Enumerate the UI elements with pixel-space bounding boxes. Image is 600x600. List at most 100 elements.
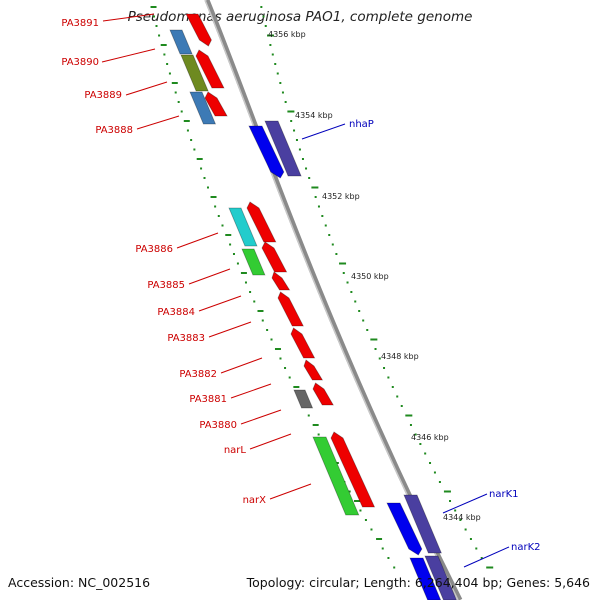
inner-tick xyxy=(257,310,264,312)
leader-line xyxy=(176,232,219,249)
inner-tick xyxy=(155,25,158,27)
gene-label-PA3890: PA3890 xyxy=(61,57,99,68)
gene-narL-feature xyxy=(330,431,376,508)
leader-line xyxy=(220,357,263,374)
outer-tick xyxy=(438,481,441,483)
outer-tick xyxy=(301,158,304,160)
outer-tick xyxy=(262,15,265,18)
inner-tick xyxy=(240,272,247,274)
inner-tick xyxy=(221,224,224,227)
gene-PA3889-feature xyxy=(189,91,217,125)
inner-tick xyxy=(174,91,177,94)
leader-line xyxy=(301,123,346,140)
outer-tick xyxy=(281,91,284,94)
gene-PA3884-feature xyxy=(271,271,291,291)
inner-tick xyxy=(206,186,209,189)
gene-PA3886-feature xyxy=(228,207,258,247)
inner-tick xyxy=(163,53,166,56)
inner-tick xyxy=(214,205,217,208)
inner-tick xyxy=(354,500,361,502)
leader-line xyxy=(188,268,231,285)
outer-tick xyxy=(387,376,390,379)
outer-scale-ticks xyxy=(260,6,494,569)
outer-tick xyxy=(358,310,361,312)
inner-tick xyxy=(381,547,384,550)
inner-tick xyxy=(210,196,217,198)
outer-tick xyxy=(396,395,399,398)
outer-tick xyxy=(276,72,279,75)
outer-tick xyxy=(419,443,422,445)
gene-narK2-feature xyxy=(409,557,442,600)
outer-tick xyxy=(469,538,472,540)
outer-tick xyxy=(443,490,451,493)
inner-tick xyxy=(200,167,203,170)
gene-nhaP-partner-feature xyxy=(264,120,302,177)
leader-line xyxy=(463,546,510,568)
outer-tick xyxy=(274,63,277,65)
outer-tick xyxy=(328,234,331,236)
scale-labels: 4356 kbp 4354 kbp 4352 kbp 4350 kbp 4348… xyxy=(268,30,481,522)
outer-tick xyxy=(400,405,403,407)
outer-tick xyxy=(260,6,263,8)
inner-tick xyxy=(293,386,300,388)
leader-line xyxy=(442,493,488,514)
outer-tick xyxy=(287,110,295,113)
inner-tick xyxy=(232,253,235,255)
outer-tick xyxy=(295,139,298,141)
inner-tick xyxy=(249,291,252,293)
outer-tick xyxy=(279,82,282,84)
scale-label-4346: 4346 kbp xyxy=(411,433,449,442)
inner-tick xyxy=(253,300,256,303)
leader-line xyxy=(198,295,242,312)
scale-label-4348: 4348 kbp xyxy=(381,352,419,361)
gene-PA3881-gray-feature xyxy=(293,389,314,409)
inner-tick xyxy=(317,433,320,436)
inner-tick xyxy=(348,490,351,493)
gene-label-narL: narL xyxy=(224,445,247,456)
scale-label-4356: 4356 kbp xyxy=(268,30,306,39)
outer-tick xyxy=(321,215,324,217)
outer-tick xyxy=(366,329,369,331)
inner-tick xyxy=(312,424,319,426)
right-label-leaders xyxy=(301,123,510,568)
gene-features xyxy=(169,13,457,600)
inner-tick xyxy=(217,215,220,217)
inner-tick xyxy=(186,129,189,132)
gene-PA3886-partner-feature xyxy=(246,201,277,243)
inner-tick xyxy=(274,348,281,350)
outer-tick xyxy=(414,433,417,436)
scale-label-4352: 4352 kbp xyxy=(322,192,360,201)
inner-tick xyxy=(244,281,247,284)
gene-label-PA3889: PA3889 xyxy=(84,90,122,101)
outer-tick xyxy=(311,186,319,189)
outer-tick xyxy=(480,557,483,559)
gene-narK1-feature xyxy=(386,502,423,556)
outer-tick xyxy=(314,196,317,198)
leader-line xyxy=(102,13,155,22)
leader-line xyxy=(240,409,282,425)
scale-label-4354: 4354 kbp xyxy=(295,111,333,120)
gene-narX-feature xyxy=(312,436,360,516)
outer-tick xyxy=(362,319,365,322)
inner-tick xyxy=(166,63,169,65)
outer-tick xyxy=(342,272,345,274)
gene-label-narX: narX xyxy=(243,495,267,506)
inner-tick xyxy=(152,15,155,18)
inner-tick xyxy=(229,243,232,246)
inner-tick xyxy=(158,34,161,37)
inner-tick xyxy=(261,319,264,322)
leader-line xyxy=(269,483,312,500)
inner-tick xyxy=(376,538,383,540)
outer-tick xyxy=(271,53,274,56)
genome-summary-text: Topology: circular; Length: 6,264,404 bp… xyxy=(246,575,590,590)
gene-label-PA3885: PA3885 xyxy=(147,280,185,291)
gene-label-PA3882: PA3882 xyxy=(179,369,217,380)
inner-tick xyxy=(225,234,232,236)
gene-PA3882-feature xyxy=(290,327,316,359)
outer-tick xyxy=(267,34,275,37)
outer-tick xyxy=(264,25,267,27)
outer-tick xyxy=(335,253,338,255)
outer-tick xyxy=(324,224,327,227)
